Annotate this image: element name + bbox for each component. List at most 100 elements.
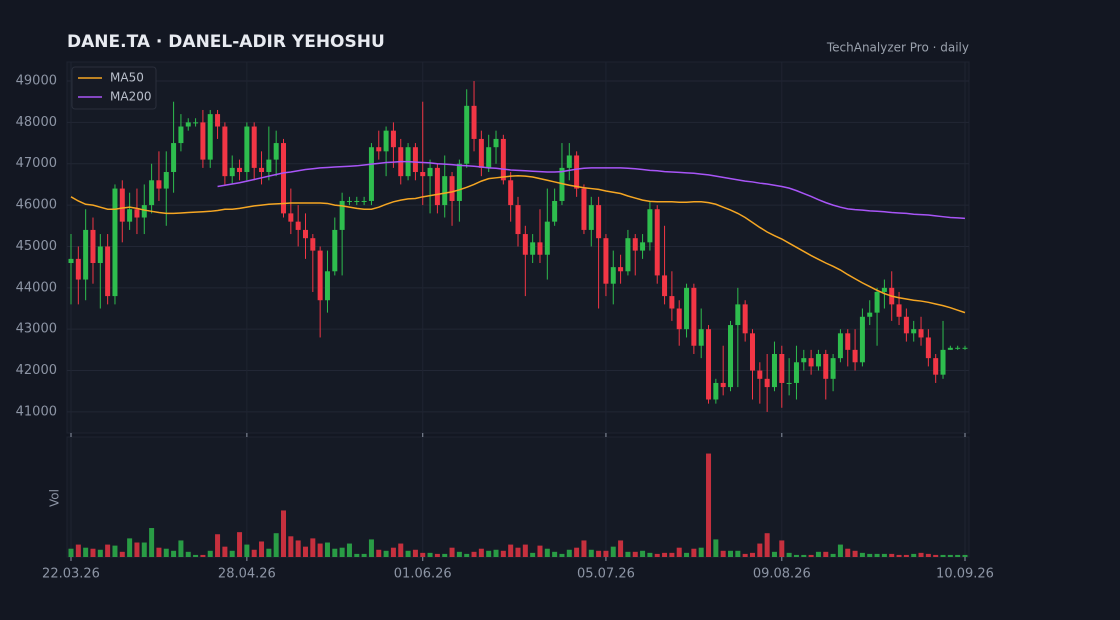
x-tick-label: 28.04.26 <box>218 567 276 582</box>
ma-line <box>70 174 966 314</box>
candle-body <box>207 114 213 160</box>
volume-bar <box>317 543 323 557</box>
candle-body <box>434 167 440 206</box>
candle-body <box>669 296 675 309</box>
volume-bar <box>867 553 873 557</box>
y-tick-label: 45000 <box>16 239 57 254</box>
volume-bar <box>207 550 213 557</box>
volume-bar <box>368 539 374 557</box>
volume-bar <box>940 554 946 557</box>
volume-axis-label: Vol <box>48 489 62 507</box>
volume-bar <box>376 549 382 557</box>
candle-body <box>105 246 111 297</box>
candle-body <box>200 122 206 160</box>
volume-bar <box>427 552 433 557</box>
candle-body <box>390 130 396 148</box>
candle-body <box>368 147 374 201</box>
volume-bar <box>163 548 169 557</box>
candle-body <box>412 147 418 173</box>
candle-body <box>933 358 939 375</box>
volume-bar <box>215 534 221 557</box>
candle-body <box>346 200 352 202</box>
volume-bar <box>706 453 712 557</box>
volume-bar <box>742 553 748 557</box>
candle-body <box>955 347 961 349</box>
candle-body <box>837 333 843 359</box>
candle-body <box>427 167 433 177</box>
candle-body <box>874 291 880 313</box>
volume-bar <box>405 550 411 557</box>
candle-body <box>852 349 858 363</box>
candle-body <box>68 258 74 264</box>
legend: MA50 MA200 <box>71 66 157 110</box>
y-tick-label: 47000 <box>16 156 57 171</box>
volume-bar <box>552 551 558 557</box>
volume-bar <box>310 538 316 557</box>
volume-bar <box>676 547 682 557</box>
candle-body <box>266 159 272 173</box>
legend-label: MA50 <box>110 71 144 85</box>
volume-bar <box>324 542 330 557</box>
candle-body <box>251 126 257 168</box>
candle-body <box>361 200 367 202</box>
candle-body <box>654 209 660 276</box>
volume-bar <box>947 554 953 557</box>
y-tick-label: 46000 <box>16 198 57 213</box>
candle-body <box>903 316 909 334</box>
volume-bar <box>134 542 140 557</box>
candle-body <box>771 354 777 388</box>
candle-body <box>215 114 221 127</box>
volume-bar <box>881 553 887 557</box>
volume-bar <box>852 550 858 557</box>
y-tick-label: 44000 <box>16 280 57 295</box>
volume-bar <box>390 547 396 557</box>
volume-bar <box>911 553 917 557</box>
candle-body <box>940 349 946 375</box>
candle-body <box>918 329 924 338</box>
volume-bar <box>654 553 660 557</box>
candle-body <box>815 354 821 367</box>
volume-bar <box>112 545 118 557</box>
x-tick-label: 09.08.26 <box>753 567 811 582</box>
candle-body <box>698 329 704 346</box>
volume-bar <box>962 554 968 557</box>
x-tick-label: 05.07.26 <box>577 567 635 582</box>
volume-bar <box>75 544 81 557</box>
candle-body <box>83 229 89 280</box>
candle-body <box>354 200 360 202</box>
volume-bar <box>801 554 807 557</box>
volume-bar <box>442 553 448 557</box>
candle-body <box>75 258 81 280</box>
candle-body <box>464 105 470 164</box>
volume-bar <box>896 554 902 557</box>
volume-bar <box>757 543 763 557</box>
moving-averages <box>70 160 966 314</box>
candle-body <box>244 126 250 173</box>
candle-body <box>801 358 807 363</box>
candle-body <box>618 267 624 272</box>
candle-body <box>867 312 873 317</box>
volume-bar <box>200 554 206 557</box>
volume-bar <box>859 552 865 557</box>
volume-bar <box>925 553 931 557</box>
volume-bar <box>471 551 477 557</box>
volume-bar <box>171 550 177 557</box>
legend-label: MA200 <box>110 90 151 104</box>
volume-bar <box>464 553 470 557</box>
volume-bar <box>625 551 631 557</box>
candle-body <box>281 143 287 214</box>
volume-bar <box>647 552 653 557</box>
candle-body <box>127 209 133 222</box>
candle-body <box>317 250 323 301</box>
volume-bar <box>398 543 404 557</box>
candle-body <box>119 188 125 222</box>
volume-bar <box>918 552 924 557</box>
volume-bar <box>149 528 155 557</box>
volume-bar <box>566 549 572 557</box>
volume-bar <box>903 554 909 557</box>
candle-body <box>332 229 338 272</box>
candle-body <box>500 138 506 181</box>
volume-panel <box>66 436 970 558</box>
